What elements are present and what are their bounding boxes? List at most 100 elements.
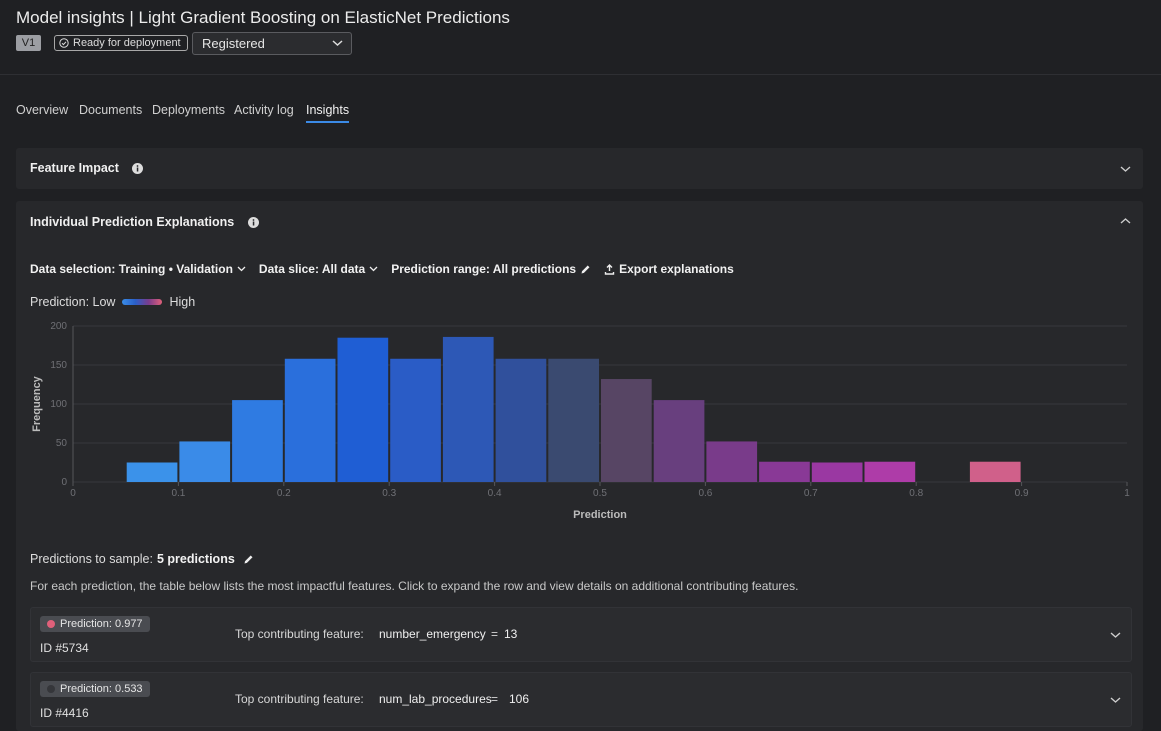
prediction-row[interactable]: [30, 672, 1132, 727]
check-icon: [59, 38, 69, 48]
tab[interactable]: Overview: [16, 103, 69, 117]
color-legend: Prediction: Low High: [30, 295, 195, 309]
x-tick-label: 0.7: [804, 488, 818, 499]
status-text: Ready for deployment: [73, 37, 181, 49]
chevron-up[interactable]: [1120, 217, 1131, 225]
separator: [0, 74, 1161, 75]
bar: [390, 358, 441, 482]
prediction-dot: [47, 685, 55, 693]
x-axis-label: Prediction: [573, 509, 627, 521]
row-id: ID #4416: [40, 706, 89, 720]
chevron-down[interactable]: [1110, 696, 1121, 704]
histogram-chart: 0 50 100 150 200 0 0.1 0.2 0.3 0.4 0.5 0.6 0.7 0.8 0.9…: [31, 321, 1130, 521]
legend-gradient: [122, 299, 163, 305]
page: Model insights html,body{margin:0;paddin…: [0, 8, 1161, 727]
feature-impact-panel[interactable]: Feature Impact: [16, 148, 1143, 189]
bar: [337, 337, 389, 482]
chevron-down[interactable]: [1110, 631, 1121, 639]
x-tick-label: 1: [1124, 488, 1130, 499]
page-title: Model insights | Light Gradient Boosting…: [16, 8, 510, 27]
version-badge: V1: [16, 35, 41, 51]
prediction-row[interactable]: [30, 607, 1132, 662]
chevron-path: [1110, 632, 1121, 638]
bar: [495, 358, 547, 482]
panel-title: Feature Impact: [30, 161, 144, 175]
tab[interactable]: Insights: [306, 103, 350, 123]
panel-title-text: Individual Prediction Explanations: [30, 215, 235, 229]
x-tick-label: 0.8: [909, 488, 923, 499]
bar: [442, 336, 494, 482]
chevron-down: [332, 40, 343, 47]
prediction-dot: [47, 620, 55, 628]
chevron-down[interactable]: [1120, 165, 1131, 173]
feature-value: 106: [509, 692, 530, 706]
x-tick-label: 0.6: [698, 488, 712, 499]
tab[interactable]: Deployments: [152, 103, 225, 117]
stage-dropdown[interactable]: Registered: [192, 32, 352, 55]
tab[interactable]: Documents: [79, 103, 143, 117]
bar: [653, 400, 705, 482]
bar: [232, 400, 283, 482]
equals-sign: =: [491, 692, 499, 706]
data-selection-filter[interactable]: Data selection: Training • Validation: [30, 262, 246, 276]
prediction-badge: Prediction: 0.533: [40, 681, 150, 697]
panel-title-text: Feature Impact: [30, 161, 119, 175]
sample-value: 5 predictions: [156, 552, 235, 566]
x-tick-label: 0.5: [593, 488, 607, 499]
feature-label: Top contributing feature:: [235, 692, 364, 706]
y-tick-label: 0: [61, 477, 67, 488]
row-id: ID #5734: [40, 641, 89, 655]
filter-text: Data slice: All data: [258, 262, 366, 276]
panel-title: Individual Prediction Explanations: [30, 215, 259, 229]
equals-sign: =: [491, 627, 499, 641]
bar: [179, 441, 231, 482]
sample-label: Predictions to sample:: [30, 552, 153, 566]
bar: [548, 358, 599, 482]
info-icon[interactable]: [132, 163, 144, 175]
export-button[interactable]: Export explanations: [604, 262, 734, 276]
x-tick-label: 0.3: [382, 488, 396, 499]
status-badge: Ready for deployment: [54, 35, 188, 51]
body: {"header":{"title":"Model insights | Lig…: [0, 8, 1161, 727]
info-icon[interactable]: [247, 217, 259, 229]
bar: [864, 461, 916, 482]
x-tick-label: 0.2: [277, 488, 291, 499]
bar: [811, 462, 863, 482]
feature-value: 13: [504, 627, 518, 641]
feature-name: num_lab_procedures: [379, 692, 492, 706]
edit-icon[interactable]: [243, 554, 254, 565]
stage-text: Registered: [202, 36, 265, 51]
feature-label: Top contributing feature:: [235, 627, 364, 641]
chevron-down: [369, 266, 378, 272]
y-axis-label: Frequency: [31, 375, 43, 432]
legend-high: High: [169, 295, 196, 309]
x-tick-label: 0.1: [171, 488, 185, 499]
data-slice-filter[interactable]: Data slice: All data: [259, 262, 378, 276]
x-tick-label: 0.9: [1015, 488, 1029, 499]
legend-low: Prediction: Low: [30, 295, 116, 309]
y-tick-label: 100: [50, 399, 67, 410]
bar: [284, 358, 336, 482]
filter-text: Prediction range: All predictions: [391, 262, 577, 276]
filter-text: Data selection: Training • Validation: [30, 262, 233, 276]
tab[interactable]: Activity log: [234, 103, 294, 117]
chevron-path: [1110, 697, 1121, 703]
prediction-range-filter[interactable]: Prediction range: All predictions: [391, 262, 591, 276]
sample-setting: Predictions to sample: 5 predictions: [30, 552, 254, 566]
x-tick-label: 0: [70, 488, 76, 499]
filter-bar: Data selection: Training • Validation Da…: [30, 262, 734, 276]
export-icon: [604, 263, 615, 275]
prediction-badge: Prediction: 0.977: [40, 616, 150, 632]
bar: [601, 379, 652, 482]
y-tick-label: 200: [50, 321, 67, 332]
edit-icon: [581, 265, 590, 273]
bar: [969, 461, 1021, 482]
x-tick-label: 0.4: [488, 488, 502, 499]
y-tick-label: 50: [56, 438, 68, 449]
sample-description: For each prediction, the table below lis…: [30, 579, 799, 593]
bar: [759, 461, 810, 482]
y-tick-label: 150: [50, 360, 67, 371]
export-text: Export explanations: [619, 262, 734, 276]
feature-name: number_emergency: [379, 627, 486, 641]
chevron-down: [237, 266, 246, 272]
